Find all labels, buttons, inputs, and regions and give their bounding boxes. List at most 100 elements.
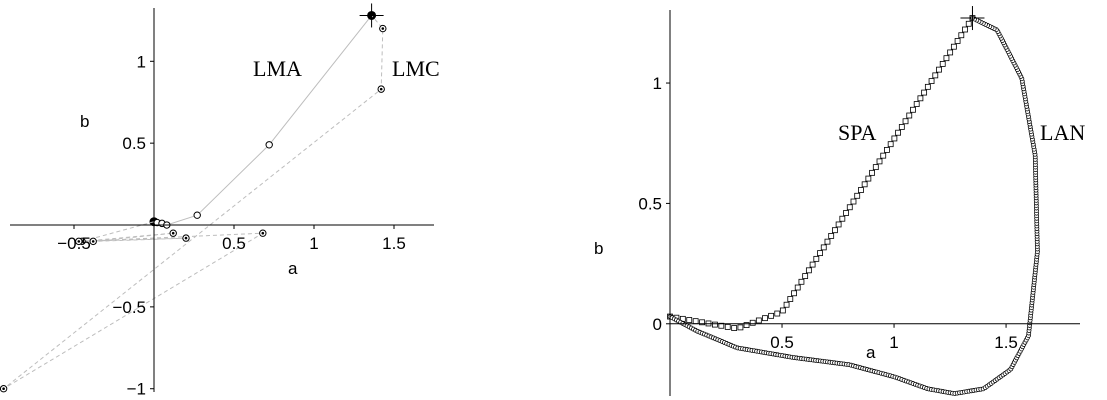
right-target-crosshair [960,6,985,31]
left-x-tick-label: 1.5 [382,234,406,253]
right-spa-point [813,255,820,262]
right-spa-point [895,129,902,136]
right-spa-point [958,32,965,39]
right-spa-point [686,317,693,323]
right-spa-point [872,164,879,171]
left-label-lmc: LMC [392,56,440,81]
right-y-tick-label: 1 [653,74,662,93]
right-spa-point [965,20,972,27]
right-label-spa: SPA [838,120,876,145]
left-x-tick-label: 0.5 [222,234,246,253]
right-spa-point [699,319,705,326]
left-ticks: −0.5 0.5 1 1.5 −1 −0.5 0.5 1 [57,52,406,398]
right-spa-point [850,198,857,205]
right-x-tick-label: 1 [889,333,898,352]
right-spa-point [755,317,762,324]
right-spa-point [906,112,913,119]
right-series-layer [667,15,1040,396]
left-lmc-point-dot [381,27,385,30]
right-spa-point [802,273,809,279]
left-y-tick-label: −1 [127,380,146,399]
left-series-layer [0,10,387,393]
right-spa-point [887,141,894,148]
right-spa-point [943,55,950,62]
right-spa-point [902,118,909,125]
right-spa-point [898,124,905,130]
right-spa-point [712,321,718,328]
right-spa-point [854,192,861,199]
right-spa-point [743,322,750,328]
right-spa-point [832,227,838,234]
right-spa-point [865,175,872,182]
left-x-tick-label: −0.5 [57,234,91,253]
right-spa-point [820,244,827,251]
right-spa-point [824,238,831,245]
right-spa-point [839,215,846,222]
right-spa-point [794,284,801,291]
right-spa-point [805,267,812,274]
right-spa-point [768,312,775,319]
left-series-lmc-line [3,15,384,390]
left-y-tick-label: 0.5 [122,134,146,153]
right-y-tick-label: 0.5 [638,194,662,213]
right-spa-point [962,26,968,33]
right-spa-point [876,158,883,165]
right-label-lan: LAN [1040,120,1085,145]
right-spa-point [917,95,924,102]
right-spa-point [950,43,957,50]
right-spa-point [737,324,744,331]
right-spa-point [749,319,756,326]
right-spa-point [798,278,805,285]
right-spa-point [954,38,961,44]
right-spa-point [936,66,942,73]
left-label-lma: LMA [253,56,302,81]
right-x-tick-label: 1.5 [994,333,1018,352]
right-spa-point [891,135,898,142]
left-x-tick-label: 1 [309,234,318,253]
left-lma-point [193,211,201,219]
right-spa-point [774,310,781,317]
right-spa-point [858,187,864,193]
right-x-axis-label: a [866,343,876,362]
right-spa-point [921,89,928,96]
right-spa-point [828,233,835,239]
left-lmc-point-dot [184,236,188,240]
right-spa-point [884,147,890,153]
right-spa-point [731,325,738,331]
right-spa-point [791,290,797,297]
left-lmc-point-dot [91,240,95,243]
right-spa-point [787,296,794,302]
right-spa-point [861,181,868,188]
left-lmc-point-dot [379,87,383,91]
right-spa-point [928,78,935,85]
left-y-tick-label: 1 [137,52,146,71]
right-spa-point [762,315,768,322]
right-spa-point [718,322,725,329]
left-lmc-point-dot [77,240,81,243]
left-lmc-point-dot [2,387,5,391]
chart-left: −0.5 0.5 1 1.5 −1 −0.5 0.5 1 a b LMA LMC [0,3,440,399]
right-ticks: 0.5 1 1.5 0 0.5 1 [638,74,1018,352]
right-spa-point [724,323,731,330]
right-y-axis-label: b [594,239,603,258]
left-x-axis-label: a [288,259,298,278]
right-spa-point [692,318,699,325]
right-spa-point [880,152,887,159]
right-spa-point [913,101,920,107]
right-spa-point [932,72,939,79]
right-y-tick-label: 0 [653,315,662,334]
left-lma-point [265,141,273,149]
right-spa-point [846,204,853,211]
right-x-tick-label: 0.5 [770,333,794,352]
chart-right: 0.5 1 1.5 0 0.5 1 a b SPA LAN [594,6,1085,396]
right-spa-point [924,83,931,90]
right-spa-point [869,169,875,176]
left-series-lma-line [153,15,372,226]
right-spa-point [817,250,823,257]
left-lmc-point-dot [171,231,175,235]
left-y-axis-label: b [80,112,89,131]
left-y-tick-label: −0.5 [112,298,146,317]
right-spa-point [947,49,954,56]
right-spa-point [843,210,849,216]
right-spa-point [809,261,816,268]
